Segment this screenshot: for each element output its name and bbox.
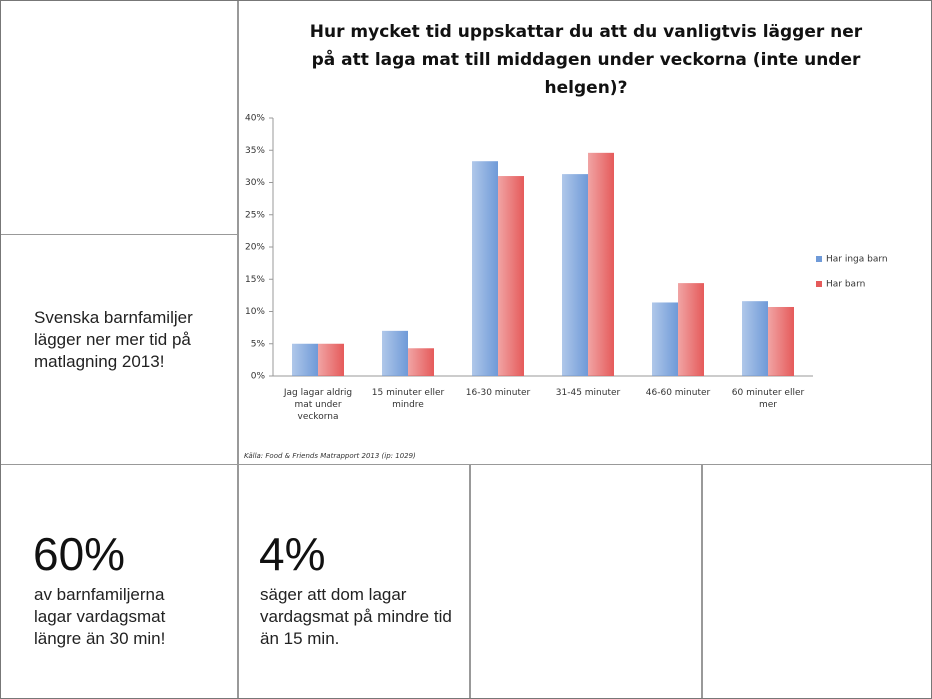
bar <box>472 161 498 376</box>
cell <box>469 464 703 698</box>
stat-text: säger att dom lagar vardagsmat på mindre… <box>260 585 452 648</box>
y-tick-label: 40% <box>245 114 265 124</box>
bar <box>408 348 434 376</box>
y-tick-label: 15% <box>245 275 265 285</box>
stat-figure: 4% <box>259 528 326 580</box>
y-tick-label: 35% <box>245 146 265 156</box>
x-tick-label: Jag lagar aldrig mat under veckorna <box>283 388 353 422</box>
bar <box>768 306 794 376</box>
cell <box>237 464 471 698</box>
side-text: Svenska barnfamiljer lägger ner mer tid … <box>34 308 193 371</box>
bar <box>292 343 318 376</box>
legend-label: Har barn <box>826 280 865 290</box>
y-tick-label: 0% <box>251 372 266 382</box>
x-tick-label: 31-45 minuter <box>555 388 621 398</box>
stat-figure: 60% <box>33 528 126 580</box>
chart-title: Hur mycket tid uppskattar du att du vanl… <box>309 22 863 98</box>
cell <box>701 464 931 698</box>
bar <box>382 330 408 376</box>
cell <box>1 1 239 235</box>
chart: 0% 5% 10% 15% 20% 25% 30% 35% 40% Har inga barn Ha… <box>245 114 888 382</box>
source: Källa: Food & Friends Matrapport 2013 (i… <box>244 452 416 460</box>
y-tick-label: 25% <box>245 210 265 220</box>
y-tick-label: 30% <box>245 178 265 188</box>
cell <box>1 464 239 698</box>
legend-label: Har inga barn <box>826 255 888 265</box>
bar <box>678 283 704 376</box>
legend-swatch <box>816 256 822 262</box>
y-tick-label: 20% <box>245 243 265 253</box>
x-tick-label: 46-60 minuter <box>645 388 711 398</box>
bar <box>498 176 524 376</box>
x-tick-label: 15 minuter eller mindre <box>371 388 445 410</box>
bar <box>588 152 614 376</box>
y-tick-label: 10% <box>245 307 265 317</box>
legend-swatch <box>816 281 822 287</box>
bar <box>742 301 768 376</box>
bar <box>318 343 344 376</box>
y-tick-label: 5% <box>251 339 266 349</box>
bar <box>562 174 588 376</box>
x-tick-label: 16-30 minuter <box>465 388 531 398</box>
stat-text: av barnfamiljerna lagar vardagsmat längr… <box>34 585 166 648</box>
bar <box>652 302 678 376</box>
x-tick-label: 60 minuter eller mer <box>731 388 805 410</box>
